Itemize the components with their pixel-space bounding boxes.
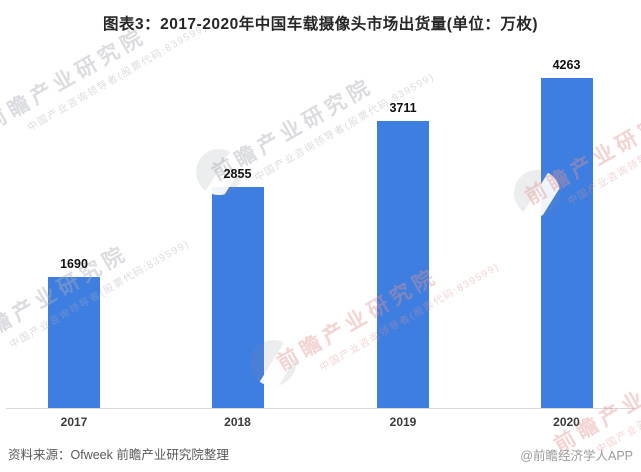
x-axis-tick-label: 2019 [389,415,417,429]
bar [48,277,100,408]
x-axis-line [6,408,635,409]
credit-note: @前瞻经济学人APP [520,449,633,463]
bar-value-label: 3711 [389,101,417,115]
bar-value-label: 4263 [552,58,581,72]
x-axis-tick-label: 2017 [60,415,88,429]
bar-value-label: 1690 [60,257,88,271]
source-note: 资料来源：Ofweek 前瞻产业研究院整理 [8,448,229,462]
x-axis-tick-label: 2018 [224,415,251,429]
chart-title: 图表3：2017-2020年中国车载摄像头市场出货量(单位：万枚) [102,16,539,33]
bar [540,78,593,408]
bar [377,121,429,408]
bar-value-label: 2855 [223,167,252,181]
x-axis-tick-label: 2020 [553,415,580,429]
bar [211,187,264,408]
